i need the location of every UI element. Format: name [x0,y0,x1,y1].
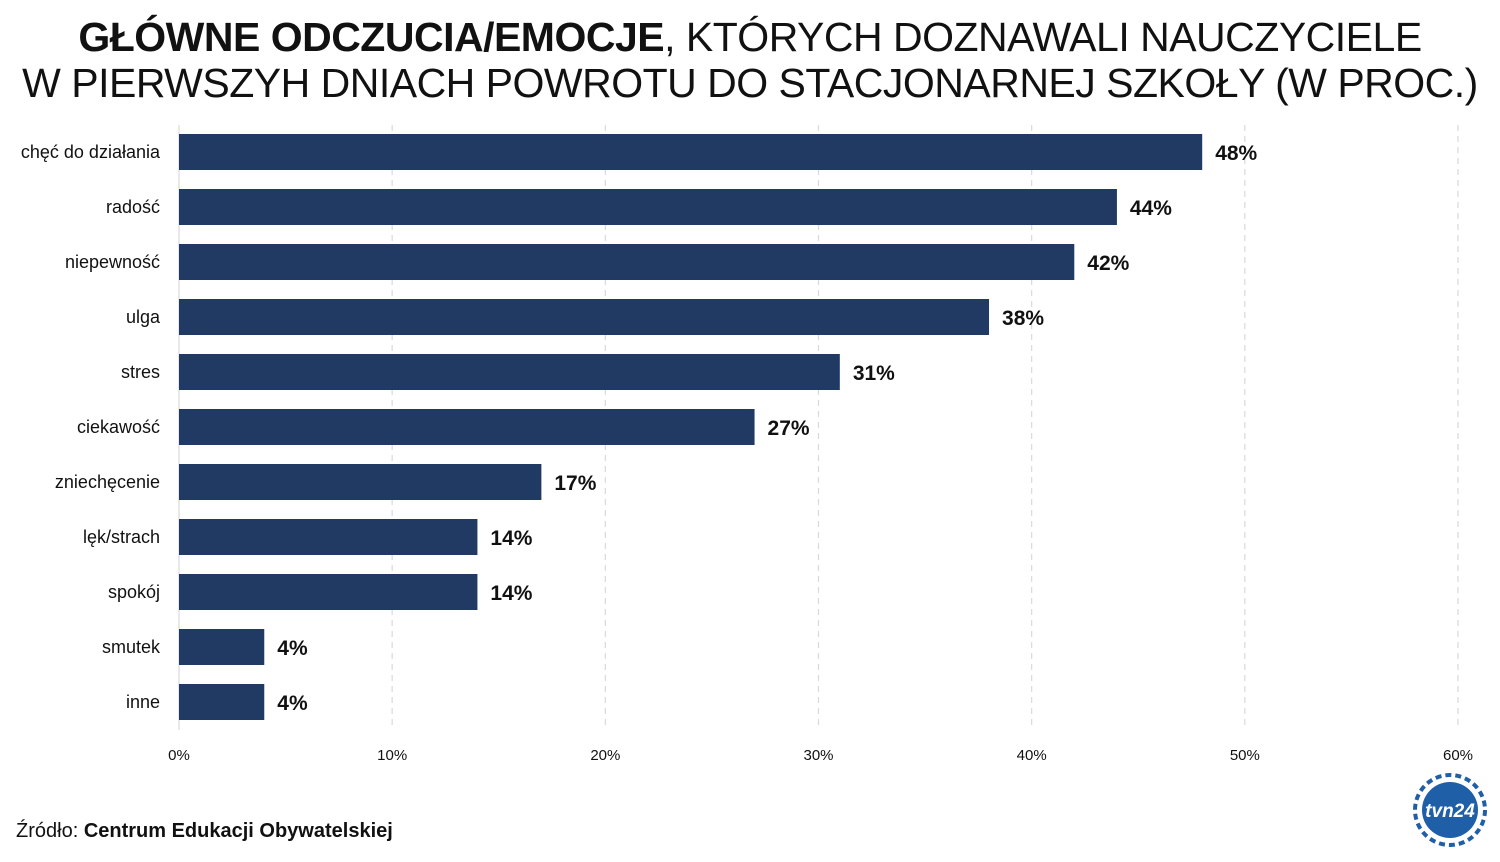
value-label: 31% [853,362,895,385]
x-tick-label: 40% [1017,747,1047,764]
category-label: lęk/strach [83,527,160,547]
value-label: 4% [277,692,308,715]
bar-10 [179,684,265,720]
category-label: inne [126,692,160,712]
source-prefix: Źródło: [16,820,84,842]
category-label: zniechęcenie [55,472,160,492]
title-line-2: W PIERWSZYH DNIACH POWROTU DO STACJONARN… [22,60,1478,106]
source-note: Źródło: Centrum Edukacji Obywatelskiej [16,820,393,843]
bar-9 [179,629,265,665]
value-label: 14% [490,582,532,605]
source-name: Centrum Edukacji Obywatelskiej [83,820,393,842]
x-tick-label: 60% [1443,747,1473,764]
bar-3 [179,299,990,335]
title-rest: , KTÓRYCH DOZNAWALI NAUCZYCIELE [664,14,1422,60]
bar-0 [179,134,1203,170]
category-label: niepewność [65,252,160,272]
category-label: stres [121,362,160,382]
value-label: 48% [1215,142,1257,165]
category-label: radość [106,197,160,217]
value-label: 17% [554,472,596,495]
x-tick-label: 50% [1230,747,1260,764]
value-label: 4% [277,637,308,660]
x-tick-label: 0% [168,747,190,764]
chart-title: GŁÓWNE ODCZUCIA/EMOCJE, KTÓRYCH DOZNAWAL… [0,14,1500,106]
value-label: 27% [768,417,810,440]
bar-7 [179,519,478,555]
category-label: ulga [126,307,161,327]
title-line-1: GŁÓWNE ODCZUCIA/EMOCJE, KTÓRYCH DOZNAWAL… [0,14,1500,60]
x-tick-label: 10% [377,747,407,764]
category-label: spokój [108,582,160,602]
category-label: chęć do działania [21,142,161,162]
x-tick-label: 30% [803,747,833,764]
tvn24-logo-icon: tvn24 [1413,773,1487,847]
value-label: 38% [1002,307,1044,330]
bar-2 [179,244,1075,280]
bar-4 [179,354,840,390]
title-bold: GŁÓWNE ODCZUCIA/EMOCJE [78,14,665,60]
bar-5 [179,409,755,445]
bar-8 [179,574,478,610]
bar-6 [179,464,542,500]
x-tick-label: 20% [590,747,620,764]
category-label: ciekawość [77,417,160,437]
value-label: 44% [1130,197,1172,220]
logo-text: tvn24 [1425,801,1475,822]
value-label: 14% [490,527,532,550]
value-label: 42% [1087,252,1129,275]
category-label: smutek [102,637,161,657]
bar-1 [179,189,1117,225]
